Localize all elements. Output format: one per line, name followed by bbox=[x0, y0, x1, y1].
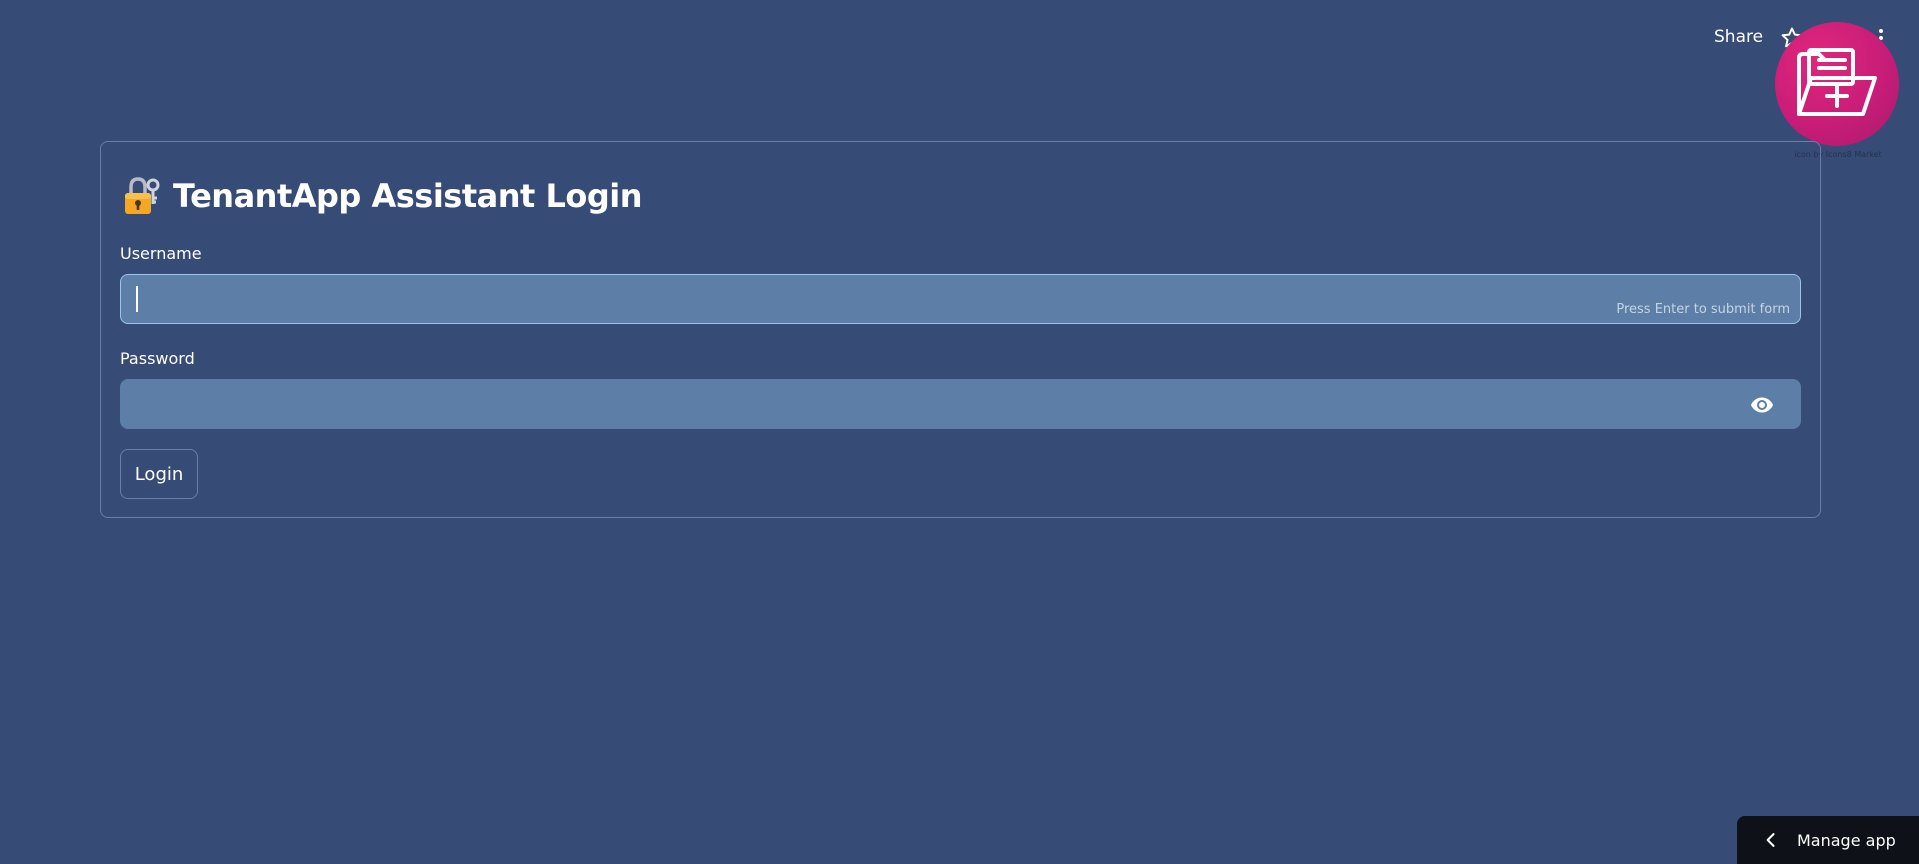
title-row: TenantApp Assistant Login bbox=[123, 176, 642, 216]
text-caret bbox=[136, 286, 138, 312]
app-logo bbox=[1775, 22, 1899, 146]
username-label: Username bbox=[120, 244, 202, 263]
username-input[interactable] bbox=[135, 275, 1635, 323]
share-button[interactable]: Share bbox=[1714, 27, 1764, 47]
top-toolbar: Share bbox=[0, 0, 1919, 76]
lock-with-key-icon bbox=[125, 177, 160, 214]
login-form: TenantApp Assistant Login Username Press… bbox=[100, 141, 1821, 518]
login-button[interactable]: Login bbox=[120, 449, 198, 499]
username-field[interactable]: Press Enter to submit form bbox=[120, 274, 1801, 324]
submit-hint: Press Enter to submit form bbox=[1616, 302, 1790, 317]
logo-attribution: icon by Icons8 Market bbox=[1794, 150, 1882, 159]
show-password-icon[interactable] bbox=[1750, 393, 1774, 417]
manage-app-label: Manage app bbox=[1797, 830, 1896, 850]
medical-folder-icon bbox=[1797, 48, 1877, 116]
password-label: Password bbox=[120, 349, 195, 368]
password-input[interactable] bbox=[135, 380, 1635, 428]
page-title: TenantApp Assistant Login bbox=[173, 177, 642, 215]
chevron-left-icon bbox=[1766, 833, 1775, 847]
password-field[interactable] bbox=[120, 379, 1801, 429]
manage-app-button[interactable]: Manage app bbox=[1737, 816, 1919, 864]
